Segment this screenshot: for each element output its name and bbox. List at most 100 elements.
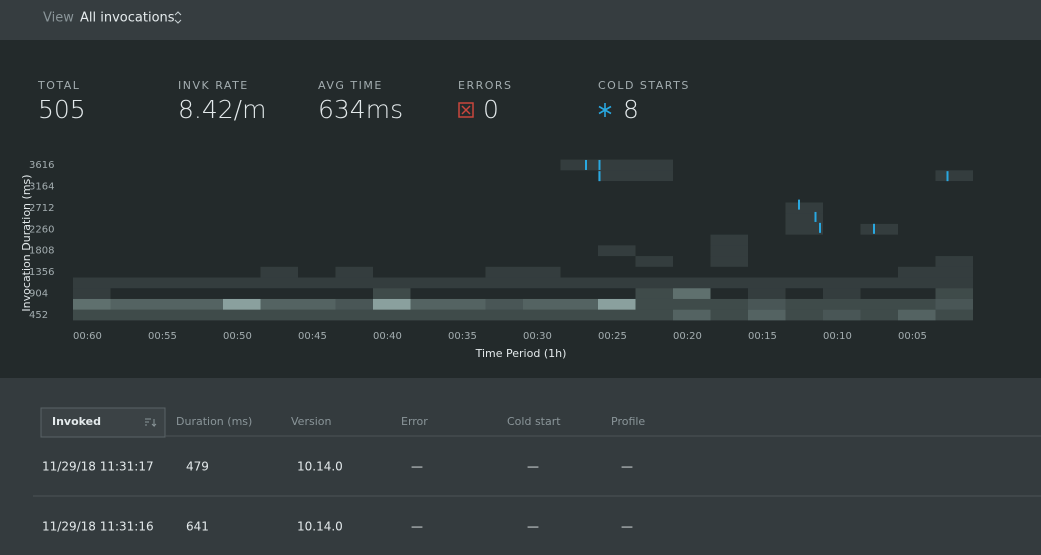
- heat-cell: [110, 298, 148, 310]
- select-chevron[interactable]: [174, 11, 182, 24]
- column-header[interactable]: Invoked: [52, 415, 101, 428]
- heat-cell: [898, 298, 936, 310]
- view-label: View: [43, 11, 74, 26]
- column-header[interactable]: Duration (ms): [176, 415, 252, 428]
- heat-cell: [898, 309, 936, 321]
- heat-cell: [898, 266, 936, 278]
- heat-cell: [635, 277, 673, 289]
- heat-cell: [185, 309, 223, 321]
- heat-cell: [673, 288, 711, 299]
- x-tick-label: 00:50: [223, 331, 252, 342]
- heat-cell: [560, 277, 598, 289]
- view-select[interactable]: All invocations: [80, 11, 175, 26]
- heat-cell: [673, 298, 711, 310]
- stat-label: TOTAL: [37, 79, 80, 92]
- heat-cell: [260, 298, 298, 310]
- heat-cell: [748, 288, 786, 299]
- heat-cell: [785, 309, 823, 321]
- heat-cell: [748, 309, 786, 321]
- table-cell: —: [411, 460, 423, 474]
- column-header[interactable]: Profile: [611, 415, 645, 428]
- y-tick-label: 2712: [29, 203, 54, 214]
- heat-cell: [73, 309, 111, 321]
- heat-cell: [523, 266, 561, 278]
- heat-cell: [335, 266, 373, 278]
- heat-cell: [373, 309, 411, 321]
- snowflake-icon: [598, 103, 612, 117]
- cold-start-mark: [585, 159, 587, 170]
- table-cell: 11/29/18 11:31:16: [42, 520, 154, 534]
- heat-cell: [73, 288, 111, 299]
- cold-start-mark: [814, 211, 817, 222]
- heat-cell: [373, 288, 411, 299]
- heat-cell: [335, 309, 373, 321]
- heat-cell: [373, 277, 411, 289]
- cold-start-mark: [598, 159, 601, 170]
- x-tick-label: 00:05: [898, 331, 927, 342]
- stat-value: 634ms: [318, 95, 403, 124]
- table-cell: 10.14.0: [297, 460, 343, 474]
- heat-cell: [148, 298, 186, 310]
- stat-label: AVG TIME: [318, 79, 383, 92]
- x-tick-label: 00:30: [523, 331, 552, 342]
- heat-cell: [485, 309, 523, 321]
- table-cell: 10.14.0: [297, 520, 343, 534]
- heat-cell: [935, 277, 973, 289]
- table-cell: 11/29/18 11:31:17: [42, 460, 154, 474]
- column-header[interactable]: Error: [401, 415, 428, 428]
- column-header[interactable]: Cold start: [507, 415, 561, 428]
- x-tick-label: 00:45: [298, 331, 327, 342]
- heat-cell: [710, 298, 748, 310]
- heat-cell: [598, 309, 636, 321]
- table-cell: 479: [186, 460, 209, 474]
- heat-cell: [560, 298, 598, 310]
- heat-cell: [710, 245, 748, 257]
- heat-cell: [335, 298, 373, 310]
- heat-cell: [523, 309, 561, 321]
- error-icon: [458, 102, 474, 118]
- y-tick-label: 452: [29, 310, 48, 321]
- stat-label: ERRORS: [458, 79, 513, 92]
- stat-value: 505: [38, 95, 86, 124]
- heat-cell: [860, 298, 898, 310]
- heat-cell: [598, 170, 636, 182]
- y-axis-label: Invocation Duration (ms): [20, 174, 33, 311]
- heat-cell: [935, 170, 973, 182]
- x-tick-label: 00:55: [148, 331, 177, 342]
- heat-cell: [823, 298, 861, 310]
- active-tab[interactable]: [40, 407, 166, 438]
- sort-icon[interactable]: [145, 418, 157, 428]
- heat-cell: [935, 256, 973, 267]
- heat-cell: [635, 309, 673, 321]
- column-header[interactable]: Version: [291, 415, 331, 428]
- cold-start-mark: [819, 222, 821, 233]
- stat-label: COLD STARTS: [598, 79, 690, 92]
- heat-cell: [635, 170, 673, 182]
- table-cell: 641: [186, 520, 209, 534]
- heat-cell: [935, 298, 973, 310]
- heat-cell: [785, 202, 823, 214]
- cold-start-mark: [598, 171, 601, 182]
- heat-cell: [635, 288, 673, 299]
- heat-cell: [448, 298, 486, 310]
- heat-cell: [73, 277, 111, 289]
- top-bar: [0, 0, 1041, 40]
- x-tick-label: 00:35: [448, 331, 477, 342]
- heat-cell: [373, 298, 411, 310]
- table-panel: [0, 378, 1041, 555]
- heat-cell: [448, 277, 486, 289]
- heat-cell: [223, 298, 261, 310]
- heat-cell: [598, 277, 636, 289]
- heat-cell: [335, 277, 373, 289]
- heat-cell: [148, 277, 186, 289]
- y-tick-label: 904: [29, 289, 48, 300]
- heat-cell: [410, 298, 448, 310]
- heat-cell: [785, 298, 823, 310]
- heat-cell: [73, 298, 111, 310]
- x-tick-label: 00:60: [73, 331, 102, 342]
- error-icon-x: [461, 105, 471, 115]
- heat-cell: [598, 245, 636, 257]
- heat-cell: [785, 213, 823, 224]
